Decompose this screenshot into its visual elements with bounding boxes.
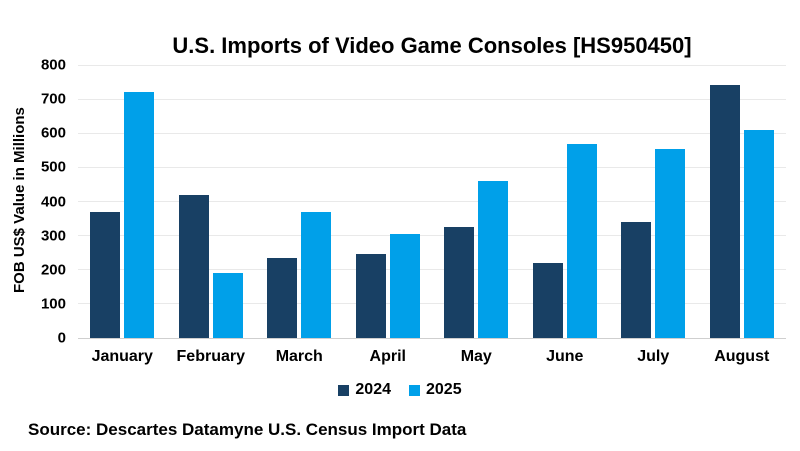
legend-item-2025: 2025 bbox=[409, 381, 462, 399]
gridline-300 bbox=[78, 235, 786, 237]
x-tick-label-march: March bbox=[275, 348, 323, 365]
x-tick-label-august: August bbox=[714, 348, 770, 365]
legend-item-2024: 2024 bbox=[338, 381, 391, 399]
source-caption: Source: Descartes Datamyne U.S. Census I… bbox=[28, 420, 467, 439]
bar-2024-january bbox=[90, 211, 121, 338]
legend-swatch-2024 bbox=[338, 384, 350, 396]
bar-2024-february bbox=[178, 194, 209, 338]
legend-label-2025: 2025 bbox=[426, 381, 462, 398]
x-axis-tick-labels: January February March April May June July Augu… bbox=[78, 348, 786, 368]
x-axis-line bbox=[78, 337, 786, 339]
y-tick-label-700: 700 bbox=[40, 90, 66, 108]
y-tick-label-0: 0 bbox=[57, 329, 66, 347]
bar-2025-july bbox=[655, 148, 686, 338]
y-tick-label-100: 100 bbox=[40, 295, 66, 313]
x-tick-label-february: February bbox=[176, 348, 245, 365]
gridline-200 bbox=[78, 269, 786, 271]
x-tick-label-april: April bbox=[369, 348, 406, 365]
bar-2025-august bbox=[743, 129, 774, 338]
bar-2024-march bbox=[267, 257, 298, 338]
chart-title: U.S. Imports of Video Game Consoles [HS9… bbox=[172, 33, 692, 58]
bar-2024-april bbox=[355, 254, 386, 338]
bar-2025-january bbox=[124, 92, 155, 338]
y-tick-label-600: 600 bbox=[40, 124, 66, 142]
bar-2025-may bbox=[478, 181, 509, 338]
bar-2024-may bbox=[444, 227, 475, 338]
gridline-600 bbox=[78, 132, 786, 134]
bar-2025-february bbox=[212, 273, 243, 338]
gridline-400 bbox=[78, 201, 786, 202]
legend-label-2024: 2024 bbox=[355, 381, 391, 398]
y-tick-label-800: 800 bbox=[40, 56, 66, 74]
x-tick-label-may: May bbox=[460, 348, 492, 365]
bar-2025-june bbox=[566, 143, 597, 338]
x-tick-label-june: June bbox=[546, 348, 584, 365]
y-tick-label-500: 500 bbox=[40, 158, 66, 176]
gridline-800 bbox=[78, 64, 786, 66]
y-axis-tick-labels: 0 100 200 300 400 500 600 700 800 bbox=[0, 57, 66, 347]
bar-2024-june bbox=[532, 262, 563, 338]
gridline-500 bbox=[78, 166, 786, 168]
bar-2025-april bbox=[389, 233, 420, 338]
plot-area bbox=[78, 64, 786, 339]
y-tick-label-300: 300 bbox=[40, 227, 66, 245]
x-tick-label-january: January bbox=[91, 348, 153, 365]
gridline-700 bbox=[78, 98, 786, 100]
x-tick-label-july: July bbox=[637, 348, 670, 365]
gridline-100 bbox=[78, 303, 786, 305]
legend: 2024 2025 bbox=[0, 381, 800, 399]
bar-2024-july bbox=[621, 221, 652, 338]
bar-2025-march bbox=[301, 211, 332, 338]
y-tick-label-200: 200 bbox=[40, 261, 66, 279]
y-tick-label-400: 400 bbox=[40, 193, 66, 210]
bar-2024-august bbox=[709, 85, 740, 338]
legend-swatch-2025 bbox=[409, 384, 420, 396]
